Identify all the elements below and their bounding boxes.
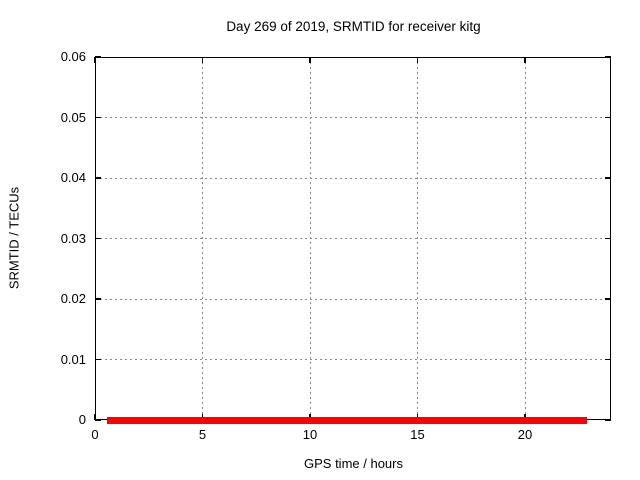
y-axis-label: SRMTID / TECUs <box>6 186 22 290</box>
data-band-segment <box>112 416 130 424</box>
x-tick-label-5: 5 <box>198 427 207 442</box>
y-tick-label-0.04: 0.04 <box>60 170 86 185</box>
x-tick-top-10 <box>309 57 311 63</box>
x-tick-bottom-0 <box>94 414 96 420</box>
y-tick-label-0.05: 0.05 <box>60 109 86 125</box>
y-tick-label-0.02: 0.02 <box>60 291 86 306</box>
y-tick-right-0.06 <box>605 56 611 58</box>
x-tick-top-20 <box>524 57 526 63</box>
y-tick-left-0.02 <box>95 298 101 300</box>
data-band-segment <box>124 416 204 424</box>
y-tick-right-0.03 <box>605 237 611 240</box>
gridline-y-0.03 <box>95 238 611 239</box>
data-band-segment <box>198 416 232 424</box>
x-tick-top-5 <box>201 57 204 63</box>
y-tick-label-0.03: 0.03 <box>60 230 86 246</box>
data-band-segment <box>294 416 309 424</box>
data-band-segment <box>250 416 299 424</box>
y-tick-left-0.05 <box>95 116 101 119</box>
y-tick-left-0.03 <box>95 237 101 240</box>
y-tick-label-0.01: 0.01 <box>60 351 86 367</box>
x-tick-top-0 <box>94 57 96 63</box>
gridline-y-0.01 <box>95 359 611 360</box>
x-tick-label-20: 20 <box>517 427 533 442</box>
data-band-segment <box>226 416 256 424</box>
gridline-y-0.02 <box>95 298 611 300</box>
gridline-y-0.04 <box>95 177 611 179</box>
y-tick-left-0 <box>95 419 101 421</box>
gridline-y-0.05 <box>95 117 611 118</box>
x-tick-label-15: 15 <box>410 427 425 442</box>
y-tick-label-0: 0 <box>78 412 86 427</box>
y-tick-right-0.01 <box>605 358 611 361</box>
y-tick-right-0 <box>605 419 611 421</box>
x-tick-top-15 <box>416 57 419 63</box>
y-tick-right-0.04 <box>605 177 611 179</box>
y-tick-left-0.01 <box>95 358 101 361</box>
data-point-marker <box>103 417 110 424</box>
data-band-segment <box>313 416 587 424</box>
x-tick-label-0: 0 <box>91 427 99 442</box>
chart-title: Day 269 of 2019, SRMTID for receiver kit… <box>226 19 481 34</box>
y-tick-left-0.06 <box>95 56 101 58</box>
y-tick-right-0.02 <box>605 298 611 300</box>
data-point-marker-outlier <box>550 95 559 104</box>
plot-area <box>94 56 611 424</box>
y-tick-left-0.04 <box>95 177 101 179</box>
x-axis-label: GPS time / hours <box>304 456 403 471</box>
y-tick-label-0.06: 0.06 <box>60 49 86 64</box>
x-tick-label-10: 10 <box>302 427 318 442</box>
y-tick-right-0.05 <box>605 116 611 119</box>
data-band-segment <box>303 416 318 424</box>
